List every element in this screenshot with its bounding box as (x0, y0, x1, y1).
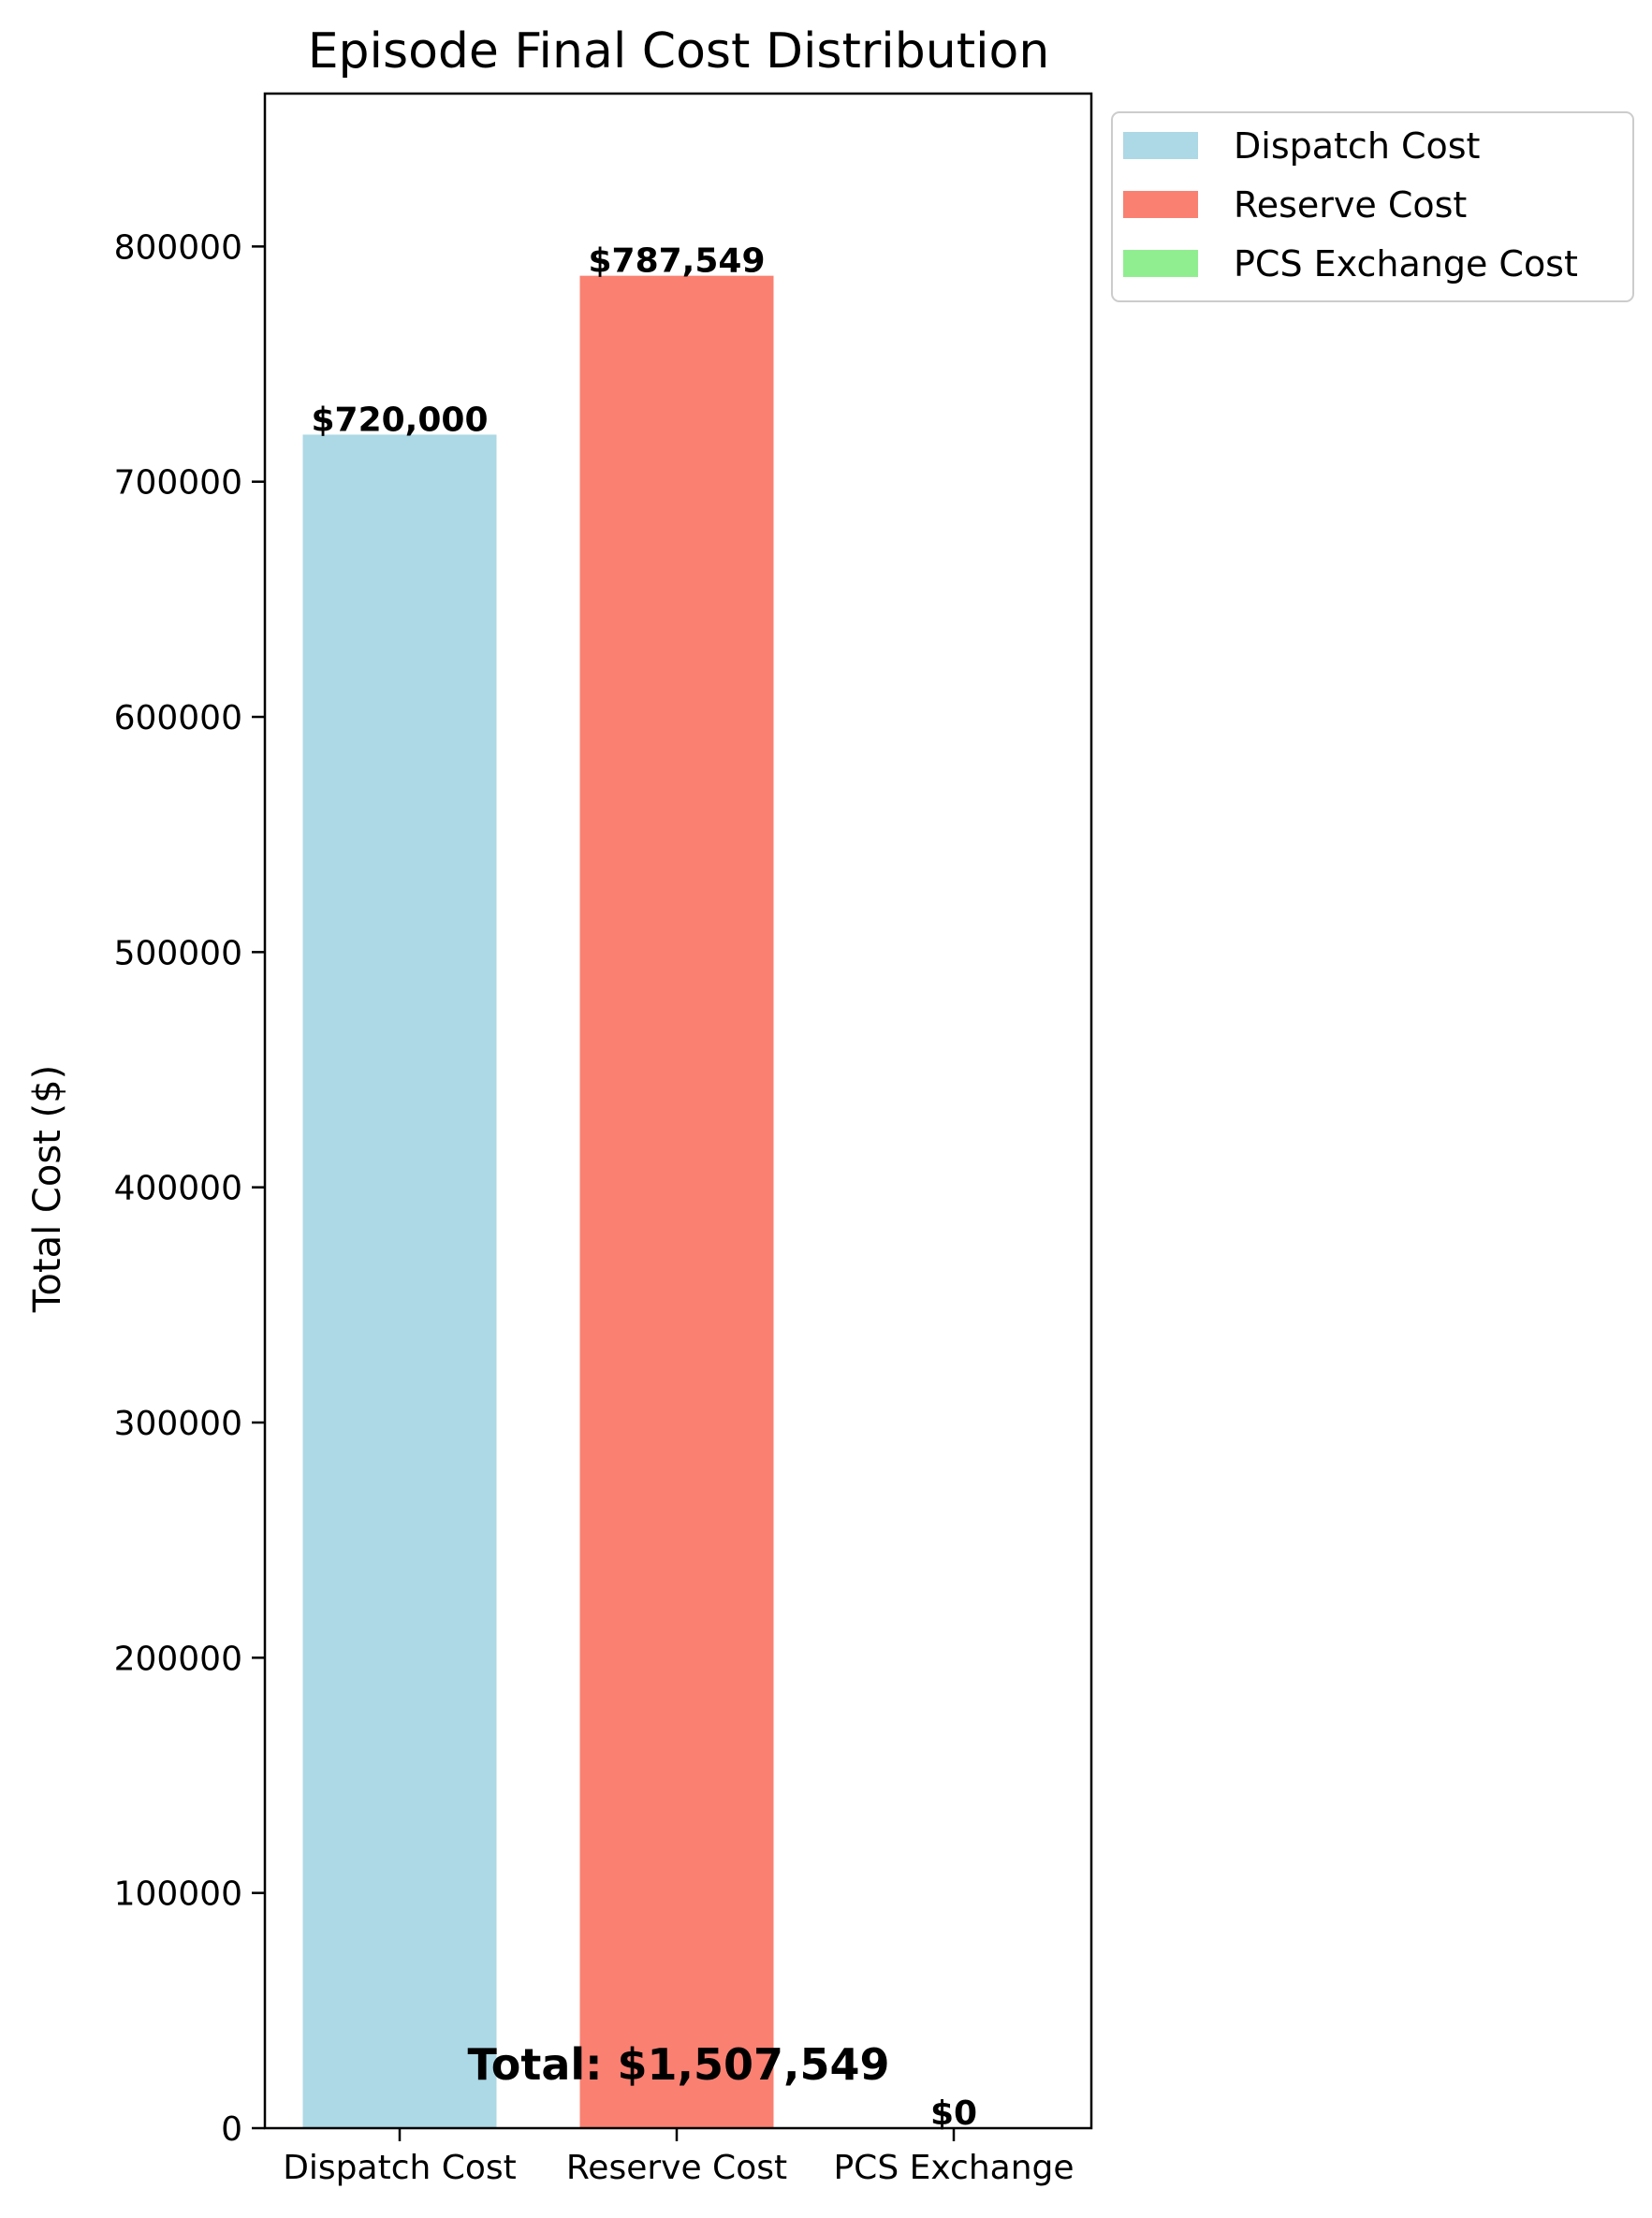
y-tick-label: 800000 (114, 228, 242, 267)
plot-frame (263, 92, 1093, 2130)
legend-label: Dispatch Cost (1234, 125, 1480, 167)
y-tick-label: 300000 (114, 1405, 242, 1443)
y-axis-ticks: 0 100000 200000 300000 400000 500000 600000 700… (114, 228, 265, 2149)
value-label: $0 (930, 2094, 977, 2133)
bar-2 (579, 275, 774, 2128)
x-tick-label: Reserve Cost (566, 2149, 787, 2187)
y-tick-label: 0 (221, 2110, 242, 2149)
chart-title: Episode Final Cost Distribution (308, 23, 1050, 80)
legend-label: PCS Exchange Cost (1234, 243, 1578, 285)
legend-label: Reserve Cost (1234, 184, 1467, 226)
y-axis-label: Total Cost ($) (26, 1065, 69, 1313)
y-tick-label: 200000 (114, 1640, 242, 1678)
value-labels: $720,000 $787,549 $0 (311, 242, 977, 2133)
x-tick-label: Dispatch Cost (283, 2149, 517, 2187)
legend-swatch (1123, 250, 1198, 277)
legend-swatch (1123, 191, 1198, 218)
y-tick-label: 400000 (114, 1170, 242, 1208)
y-tick-label: 100000 (114, 1875, 242, 1914)
y-tick-label: 500000 (114, 934, 242, 972)
bar-1 (302, 434, 497, 2128)
value-label: $720,000 (311, 401, 488, 439)
y-tick-label: 600000 (114, 699, 242, 737)
total-annotation: Total: $1,507,549 (467, 2039, 889, 2090)
value-label: $787,549 (588, 242, 765, 281)
legend: Dispatch Cost Reserve Cost PCS Exchange Co… (1111, 111, 1634, 302)
legend-box (1111, 111, 1634, 302)
x-tick-label: PCS Exchange (833, 2149, 1074, 2187)
y-tick-label: 700000 (114, 464, 242, 503)
legend-swatch (1123, 132, 1198, 159)
bars (302, 275, 774, 2128)
x-axis-ticks: Dispatch Cost Reserve Cost PCS Exchange (283, 2128, 1075, 2187)
